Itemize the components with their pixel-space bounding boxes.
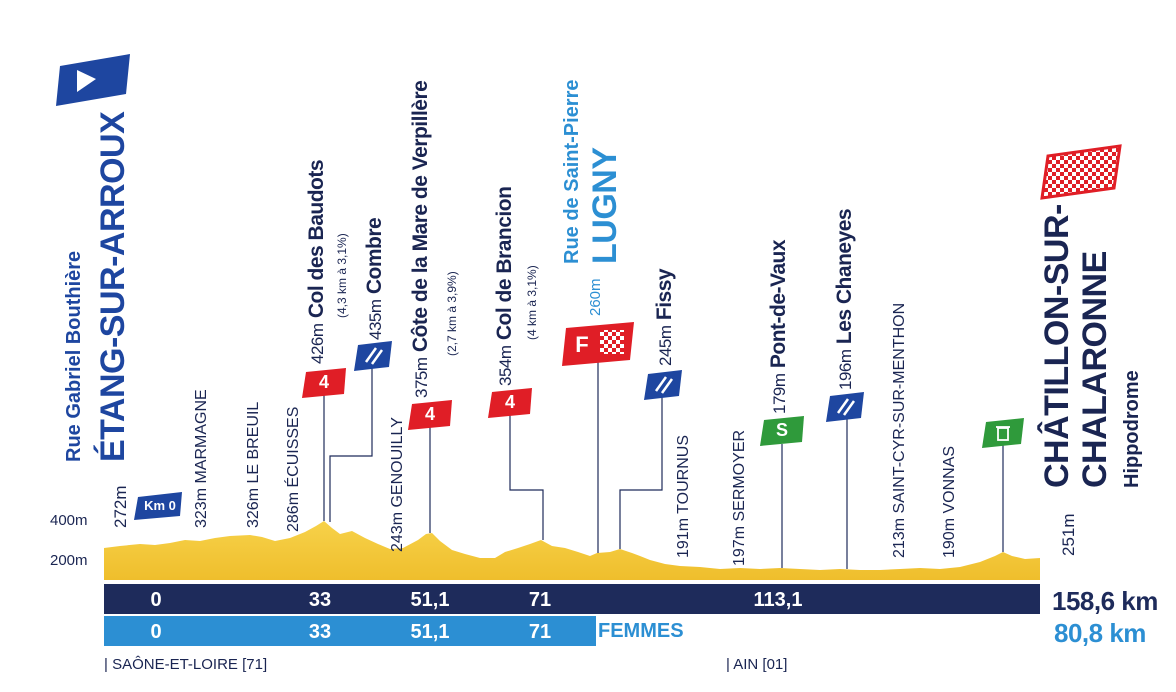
men-km-0: 0 <box>150 589 162 611</box>
feed-zone-2-label: 245m Fissy <box>653 268 676 366</box>
women-finish-town: LUGNY <box>586 147 624 265</box>
climb-badge-1 <box>302 368 346 398</box>
feed-zone-badge-3 <box>826 392 864 422</box>
waypoint-marmagne: 323m MARMAGNE <box>193 389 210 528</box>
feed-zone-badge-1 <box>354 341 392 371</box>
waste-zone-badge <box>982 418 1024 448</box>
women-label: FEMMES <box>598 620 684 642</box>
women-finish-street: Rue de Saint-Pierre <box>561 79 583 264</box>
finish-altitude: 251m <box>1059 513 1078 556</box>
women-km-3: 71 <box>528 621 552 643</box>
finish-flag-icon <box>1040 144 1122 200</box>
climb-1-category: 4 <box>318 372 329 392</box>
finish-town-line2: CHALARONNE <box>1076 251 1114 488</box>
men-km-2: 51,1 <box>410 589 450 611</box>
finish-town-line1: CHÂTILLON-SUR- <box>1038 204 1076 488</box>
start-altitude: 272m <box>111 485 130 528</box>
km0-label: Km 0 <box>144 498 176 513</box>
climb-3-category: 4 <box>504 392 515 412</box>
waypoint-tournus: 191m TOURNUS <box>675 434 692 558</box>
feed-zone-badge-2 <box>644 370 682 400</box>
feed-zone-3-label: 196m Les Chaneyes <box>833 208 856 390</box>
waypoint-le-breuil: 326m LE BREUIL <box>245 401 262 528</box>
sprint-label: 179m Pont-de-Vaux <box>767 239 790 414</box>
feed-zone-1-label: 435m Combre <box>363 217 386 340</box>
waypoint-ecuisses: 286m ÉCUISSES <box>285 406 302 532</box>
y-label-400: 400m <box>50 512 88 529</box>
women-finish-badge-label: F <box>575 332 589 357</box>
climb-3-detail: (4 km à 3,1%) <box>525 265 539 340</box>
men-km-1: 33 <box>308 589 332 611</box>
km0-badge <box>134 492 182 520</box>
department-saone-et-loire: | SAÔNE-ET-LOIRE [71] <box>104 656 268 673</box>
department-ain: | AIN [01] <box>726 656 788 673</box>
climb-badge-3 <box>488 388 532 418</box>
men-km-3: 71 <box>528 589 552 611</box>
sprint-badge <box>760 416 804 446</box>
start-town: ÉTANG-SUR-ARROUX <box>94 111 132 462</box>
climb-badge-2 <box>408 400 452 430</box>
women-distance-bar: 0 33 51,1 71 <box>104 616 596 646</box>
terrain-area <box>104 521 1040 580</box>
women-km-1: 33 <box>308 621 332 643</box>
finish-place: Hippodrome <box>1121 370 1143 488</box>
women-km-2: 51,1 <box>410 621 450 643</box>
women-finish-altitude: 260m <box>587 278 604 316</box>
women-finish-badge <box>562 322 634 366</box>
climb-2-label: 375m Côte de la Mare de Verpillère <box>409 80 432 398</box>
men-distance-bar: 0 33 51,1 71 113,1 <box>104 584 1040 614</box>
climb-3-label: 354m Col de Brancion <box>493 186 516 386</box>
marker-lines <box>323 360 1004 569</box>
men-total: 158,6 km <box>1052 586 1158 616</box>
women-km-0: 0 <box>150 621 162 643</box>
y-label-200: 200m <box>50 552 88 569</box>
women-total: 80,8 km <box>1054 618 1146 648</box>
waypoint-sermoyer: 197m SERMOYER <box>731 429 748 566</box>
bin-icon <box>997 427 1009 441</box>
climb-2-category: 4 <box>424 404 435 424</box>
start-street: Rue Gabriel Bouthière <box>63 250 85 462</box>
climb-1-label: 426m Col des Baudots <box>305 159 328 364</box>
climb-2-detail: (2,7 km à 3,9%) <box>445 271 459 356</box>
climb-1-detail: (4,3 km à 3,1%) <box>335 233 349 318</box>
waypoint-saint-cyr: 213m SAINT-CYR-SUR-MENTHON <box>891 302 908 558</box>
men-km-4: 113,1 <box>753 589 803 611</box>
waypoint-vonnas: 190m VONNAS <box>941 445 958 558</box>
sprint-badge-label: S <box>775 420 788 440</box>
waypoint-genouilly: 243m GENOUILLY <box>389 417 406 552</box>
start-flag-icon <box>56 54 130 106</box>
